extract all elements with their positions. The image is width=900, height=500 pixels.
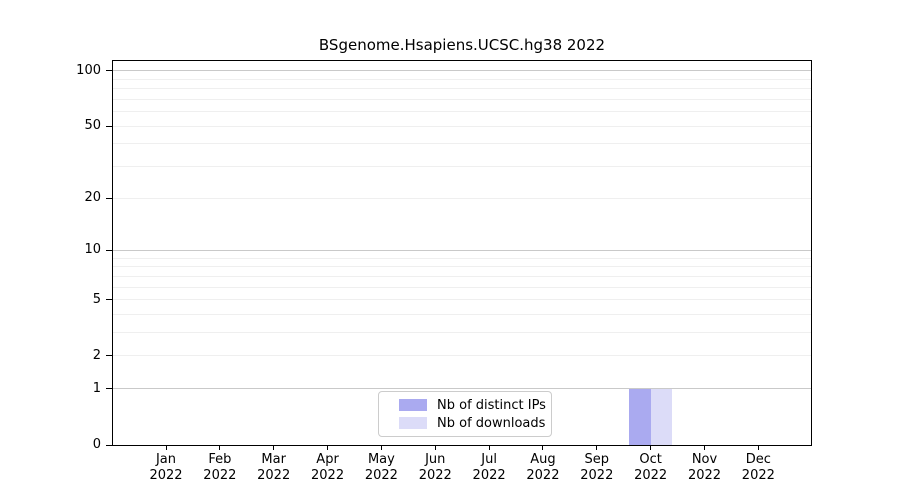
x-tick-month: Feb (208, 452, 232, 467)
y-tick (106, 249, 112, 251)
x-tick-label: Nov 2022 (671, 452, 739, 484)
minor-gridline (113, 165, 811, 167)
x-tick-label: Sep 2022 (563, 452, 631, 484)
x-tick (380, 446, 382, 450)
plot-area (112, 60, 812, 446)
minor-gridline (113, 275, 811, 277)
x-tick (273, 446, 275, 450)
bar-distinct-ips (629, 388, 651, 445)
x-tick (488, 446, 490, 450)
minor-gridline (113, 143, 811, 145)
x-tick-year: 2022 (634, 468, 668, 483)
minor-gridline (113, 98, 811, 100)
x-tick-year: 2022 (687, 468, 722, 483)
chart-title: BSgenome.Hsapiens.UCSC.hg38 2022 (318, 36, 606, 54)
x-tick (650, 446, 652, 450)
major-gridline (113, 249, 811, 251)
minor-gridline (113, 87, 811, 89)
minor-gridline (113, 257, 811, 259)
y-tick-label: 2 (92, 347, 101, 363)
legend-item-distinct-ips: Nb of distinct IPs (399, 397, 551, 413)
minor-gridline (113, 313, 811, 315)
x-tick-month: Oct (639, 452, 662, 467)
x-tick-year: 2022 (418, 468, 452, 483)
x-tick-year: 2022 (257, 468, 291, 483)
x-tick-label: Apr 2022 (294, 452, 362, 484)
x-tick-year: 2022 (580, 468, 614, 483)
x-tick (219, 446, 221, 450)
x-tick-month: Jul (481, 452, 497, 467)
x-tick (757, 446, 759, 450)
bar-downloads (650, 388, 673, 445)
minor-gridline (113, 78, 811, 80)
legend: Nb of distinct IPs Nb of downloads (378, 391, 552, 437)
x-tick-label: Aug 2022 (509, 452, 577, 484)
y-tick (106, 197, 112, 199)
y-tick (106, 299, 112, 301)
legend-item-downloads: Nb of downloads (399, 415, 551, 431)
x-tick-year: 2022 (203, 468, 237, 483)
x-tick-year: 2022 (149, 468, 183, 483)
y-tick (106, 444, 112, 446)
x-tick (327, 446, 329, 450)
legend-label-distinct-ips: Nb of distinct IPs (437, 397, 546, 413)
minor-gridline (113, 286, 811, 288)
x-tick-month: Aug (530, 452, 556, 467)
y-tick (106, 388, 112, 390)
minor-gridline (113, 355, 811, 357)
x-tick-label: Dec 2022 (724, 452, 792, 484)
minor-gridline (113, 197, 811, 199)
y-tick-label: 50 (84, 118, 101, 134)
y-tick-label: 100 (76, 62, 101, 78)
x-tick-month: Nov (691, 452, 718, 467)
x-tick-month: Jun (425, 452, 446, 467)
y-tick-label: 20 (84, 190, 101, 205)
x-tick-year: 2022 (741, 468, 775, 483)
major-gridline (113, 388, 811, 390)
x-tick (704, 446, 705, 450)
x-tick (596, 446, 598, 450)
x-tick-year: 2022 (472, 468, 506, 483)
y-tick (106, 70, 112, 72)
x-tick-year: 2022 (311, 468, 345, 483)
y-tick (106, 125, 112, 127)
x-tick-label: Jul 2022 (455, 452, 523, 484)
major-gridline (113, 70, 811, 72)
y-tick-label: 10 (84, 242, 101, 258)
x-tick-month: May (367, 452, 395, 467)
x-tick-label: Jun 2022 (401, 452, 469, 484)
x-tick-month: Dec (745, 452, 771, 467)
minor-gridline (113, 111, 811, 112)
y-tick (106, 355, 112, 357)
x-tick-month: Jan (155, 452, 177, 467)
x-tick (542, 446, 544, 450)
minor-gridline (113, 299, 811, 301)
x-tick-year: 2022 (526, 468, 560, 483)
x-tick (434, 446, 436, 450)
x-tick (165, 446, 167, 450)
y-tick-label: 0 (92, 437, 101, 452)
x-tick-month: Apr (316, 452, 339, 467)
x-tick-label: Mar 2022 (240, 452, 308, 484)
x-tick-month: Mar (261, 452, 286, 467)
legend-swatch-downloads (399, 417, 427, 429)
x-tick-label: May 2022 (347, 452, 415, 484)
x-tick-year: 2022 (364, 468, 398, 483)
y-tick-label: 1 (92, 380, 101, 396)
minor-gridline (113, 266, 811, 268)
minor-gridline (113, 332, 811, 334)
minor-gridline (113, 125, 811, 127)
legend-swatch-distinct-ips (399, 399, 427, 411)
x-tick-month: Sep (584, 452, 610, 467)
legend-label-downloads: Nb of downloads (437, 415, 546, 431)
x-tick-label: Oct 2022 (617, 452, 685, 484)
x-tick-label: Jan 2022 (132, 452, 200, 484)
y-tick-label: 5 (92, 291, 101, 307)
x-tick-label: Feb 2022 (186, 452, 254, 484)
